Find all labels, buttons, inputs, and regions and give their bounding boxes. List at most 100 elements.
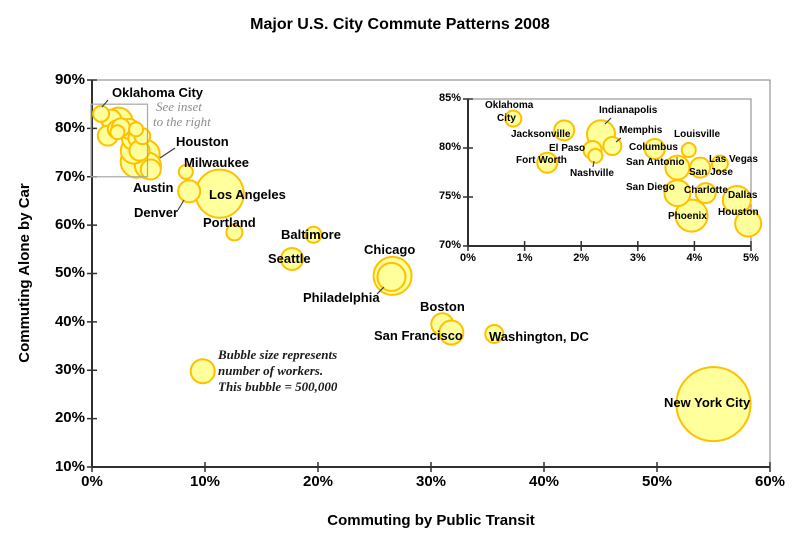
inset-bubble-houston [734, 209, 763, 238]
inset-city-label-charlotte: Charlotte [684, 185, 728, 196]
inset-bubble-dallas [721, 184, 752, 215]
main-x-tick-label: 60% [754, 473, 786, 490]
inset-source-rect [90, 103, 149, 178]
chart-title: Major U.S. City Commute Patterns 2008 [250, 16, 550, 33]
inset-y-tick-label: 70% [438, 238, 461, 251]
inset-city-label-oklahoma: Oklahoma [485, 100, 534, 111]
inset-bubble-louisville [680, 141, 697, 158]
main-x-tick-label: 0% [81, 473, 103, 490]
main-x-tick-label: 40% [528, 473, 560, 490]
inset-x-tick-label: 4% [686, 252, 703, 264]
inset-city-label-jacksonville: Jacksonville [511, 129, 571, 140]
inset-city-label-san-antonio: San Antonio [626, 157, 685, 168]
inset-x-tick-label: 0% [460, 252, 476, 264]
city-label-los-angeles: Los Angeles [209, 187, 286, 202]
y-axis-title: Commuting Alone by Car [16, 183, 33, 363]
city-label-austin: Austin [133, 180, 174, 195]
inset-city-label-columbus: Columbus [629, 142, 678, 153]
inset-leader-indianapolis [604, 117, 612, 125]
bubble-seattle [280, 246, 305, 271]
bubble-san-francisco [438, 319, 465, 346]
bubble-austin [139, 158, 162, 181]
city-label-milwaukee: Milwaukee [184, 155, 250, 170]
inset-city-label-san-jose: San Jose [689, 167, 733, 178]
leader-houston [159, 147, 176, 159]
bubble-philadelphia [376, 261, 407, 292]
city-label-san-francisco: San Francisco [374, 328, 463, 343]
inset-bubble-las-vegas [710, 154, 729, 173]
main-x-tick-label: 10% [189, 473, 221, 490]
city-label-new-york-city: New York City [664, 395, 751, 410]
main-y-tick-label: 90% [54, 70, 85, 88]
see-inset-note-line1: See inset [156, 99, 202, 114]
city-label-houston: Houston [176, 134, 229, 149]
inset-city-label-louisville: Louisville [674, 129, 721, 140]
inset-x-tick-label: 5% [743, 252, 759, 264]
city-label-portland: Portland [203, 215, 256, 230]
city-label-oklahoma-city: Oklahoma City [112, 85, 204, 100]
inset-city-label-memphis: Memphis [619, 125, 663, 136]
main-y-tick-label: 70% [54, 167, 85, 185]
inset-city-label-dallas: Dallas [728, 190, 758, 201]
bubble-legend-line3: This bubble = 500,000 [218, 379, 338, 394]
main-y-tick-label: 30% [54, 361, 85, 378]
inset-city-label-phoenix: Phoenix [668, 211, 707, 222]
see-inset-note-line2: to the right [153, 114, 211, 129]
leader-philadelphia [376, 286, 385, 295]
inset-bubble-oklahoma-city [504, 109, 523, 128]
main-x-tick-label: 20% [302, 473, 334, 490]
main-x-tick-label: 30% [415, 473, 447, 490]
leader-denver [177, 199, 185, 211]
bubble-denver [177, 179, 202, 204]
city-label-baltimore: Baltimore [281, 227, 341, 242]
inset-y-tick-label: 85% [438, 91, 461, 104]
inset-leader-memphis [615, 137, 622, 143]
city-label-washington-dc: Washington, DC [489, 329, 589, 344]
inset-leader-nashville [592, 160, 595, 168]
bubble-milwaukee [177, 163, 194, 180]
legend-bubble [189, 358, 216, 385]
bubble-nashville [109, 124, 126, 141]
inset-bubble-san-jose [689, 156, 712, 179]
bubble-portland [225, 223, 244, 242]
inset-x-tick-label: 1% [516, 252, 533, 264]
inset-y-tick-label: 80% [438, 140, 461, 153]
inset-city-label-city: City [497, 113, 516, 124]
leader-oklahoma-city [101, 99, 109, 108]
main-y-tick-label: 40% [54, 312, 85, 330]
inset-city-label-las-vegas: Las Vegas [709, 154, 758, 165]
inset-bubble-columbus [643, 137, 666, 160]
bubble-louisville [128, 121, 145, 138]
bubble-oklahoma-city [92, 104, 111, 123]
main-y-tick-label: 60% [54, 215, 85, 233]
inset-x-tick-label: 3% [629, 252, 646, 264]
inset-city-label-fort-worth: Fort Worth [516, 155, 567, 166]
inset-y-tick-label: 75% [438, 189, 461, 202]
inset-city-label-el-paso: El Paso [549, 143, 586, 154]
city-label-denver: Denver [134, 205, 179, 220]
bubble-baltimore [304, 225, 323, 244]
city-label-seattle: Seattle [268, 251, 311, 266]
city-label-philadelphia: Philadelphia [303, 290, 380, 305]
inset-bubble-charlotte [694, 182, 717, 205]
inset-x-tick-label: 2% [573, 252, 590, 264]
main-y-tick-label: 50% [54, 264, 85, 282]
inset-bubble-phoenix [674, 198, 709, 233]
inset-bubble-nashville [587, 147, 604, 164]
inset-city-label-san-diego: San Diego [626, 182, 675, 193]
inset-city-label-indianapolis: Indianapolis [599, 105, 658, 116]
bubble-legend-line2: number of workers. [218, 363, 324, 378]
city-label-chicago: Chicago [364, 242, 416, 257]
inset-bubble-fort-worth [536, 151, 559, 174]
main-y-tick-label: 10% [54, 457, 85, 475]
main-y-tick-label: 20% [54, 409, 85, 427]
main-y-tick-label: 80% [54, 119, 85, 137]
inset-bubble-jacksonville [553, 119, 576, 142]
inset-city-label-houston: Houston [718, 207, 759, 218]
bubble-washington-dc [484, 323, 505, 344]
bubble-new-york-city [675, 366, 752, 443]
city-label-boston: Boston [420, 299, 465, 314]
bubble-legend-line1: Bubble size represents [218, 347, 338, 362]
